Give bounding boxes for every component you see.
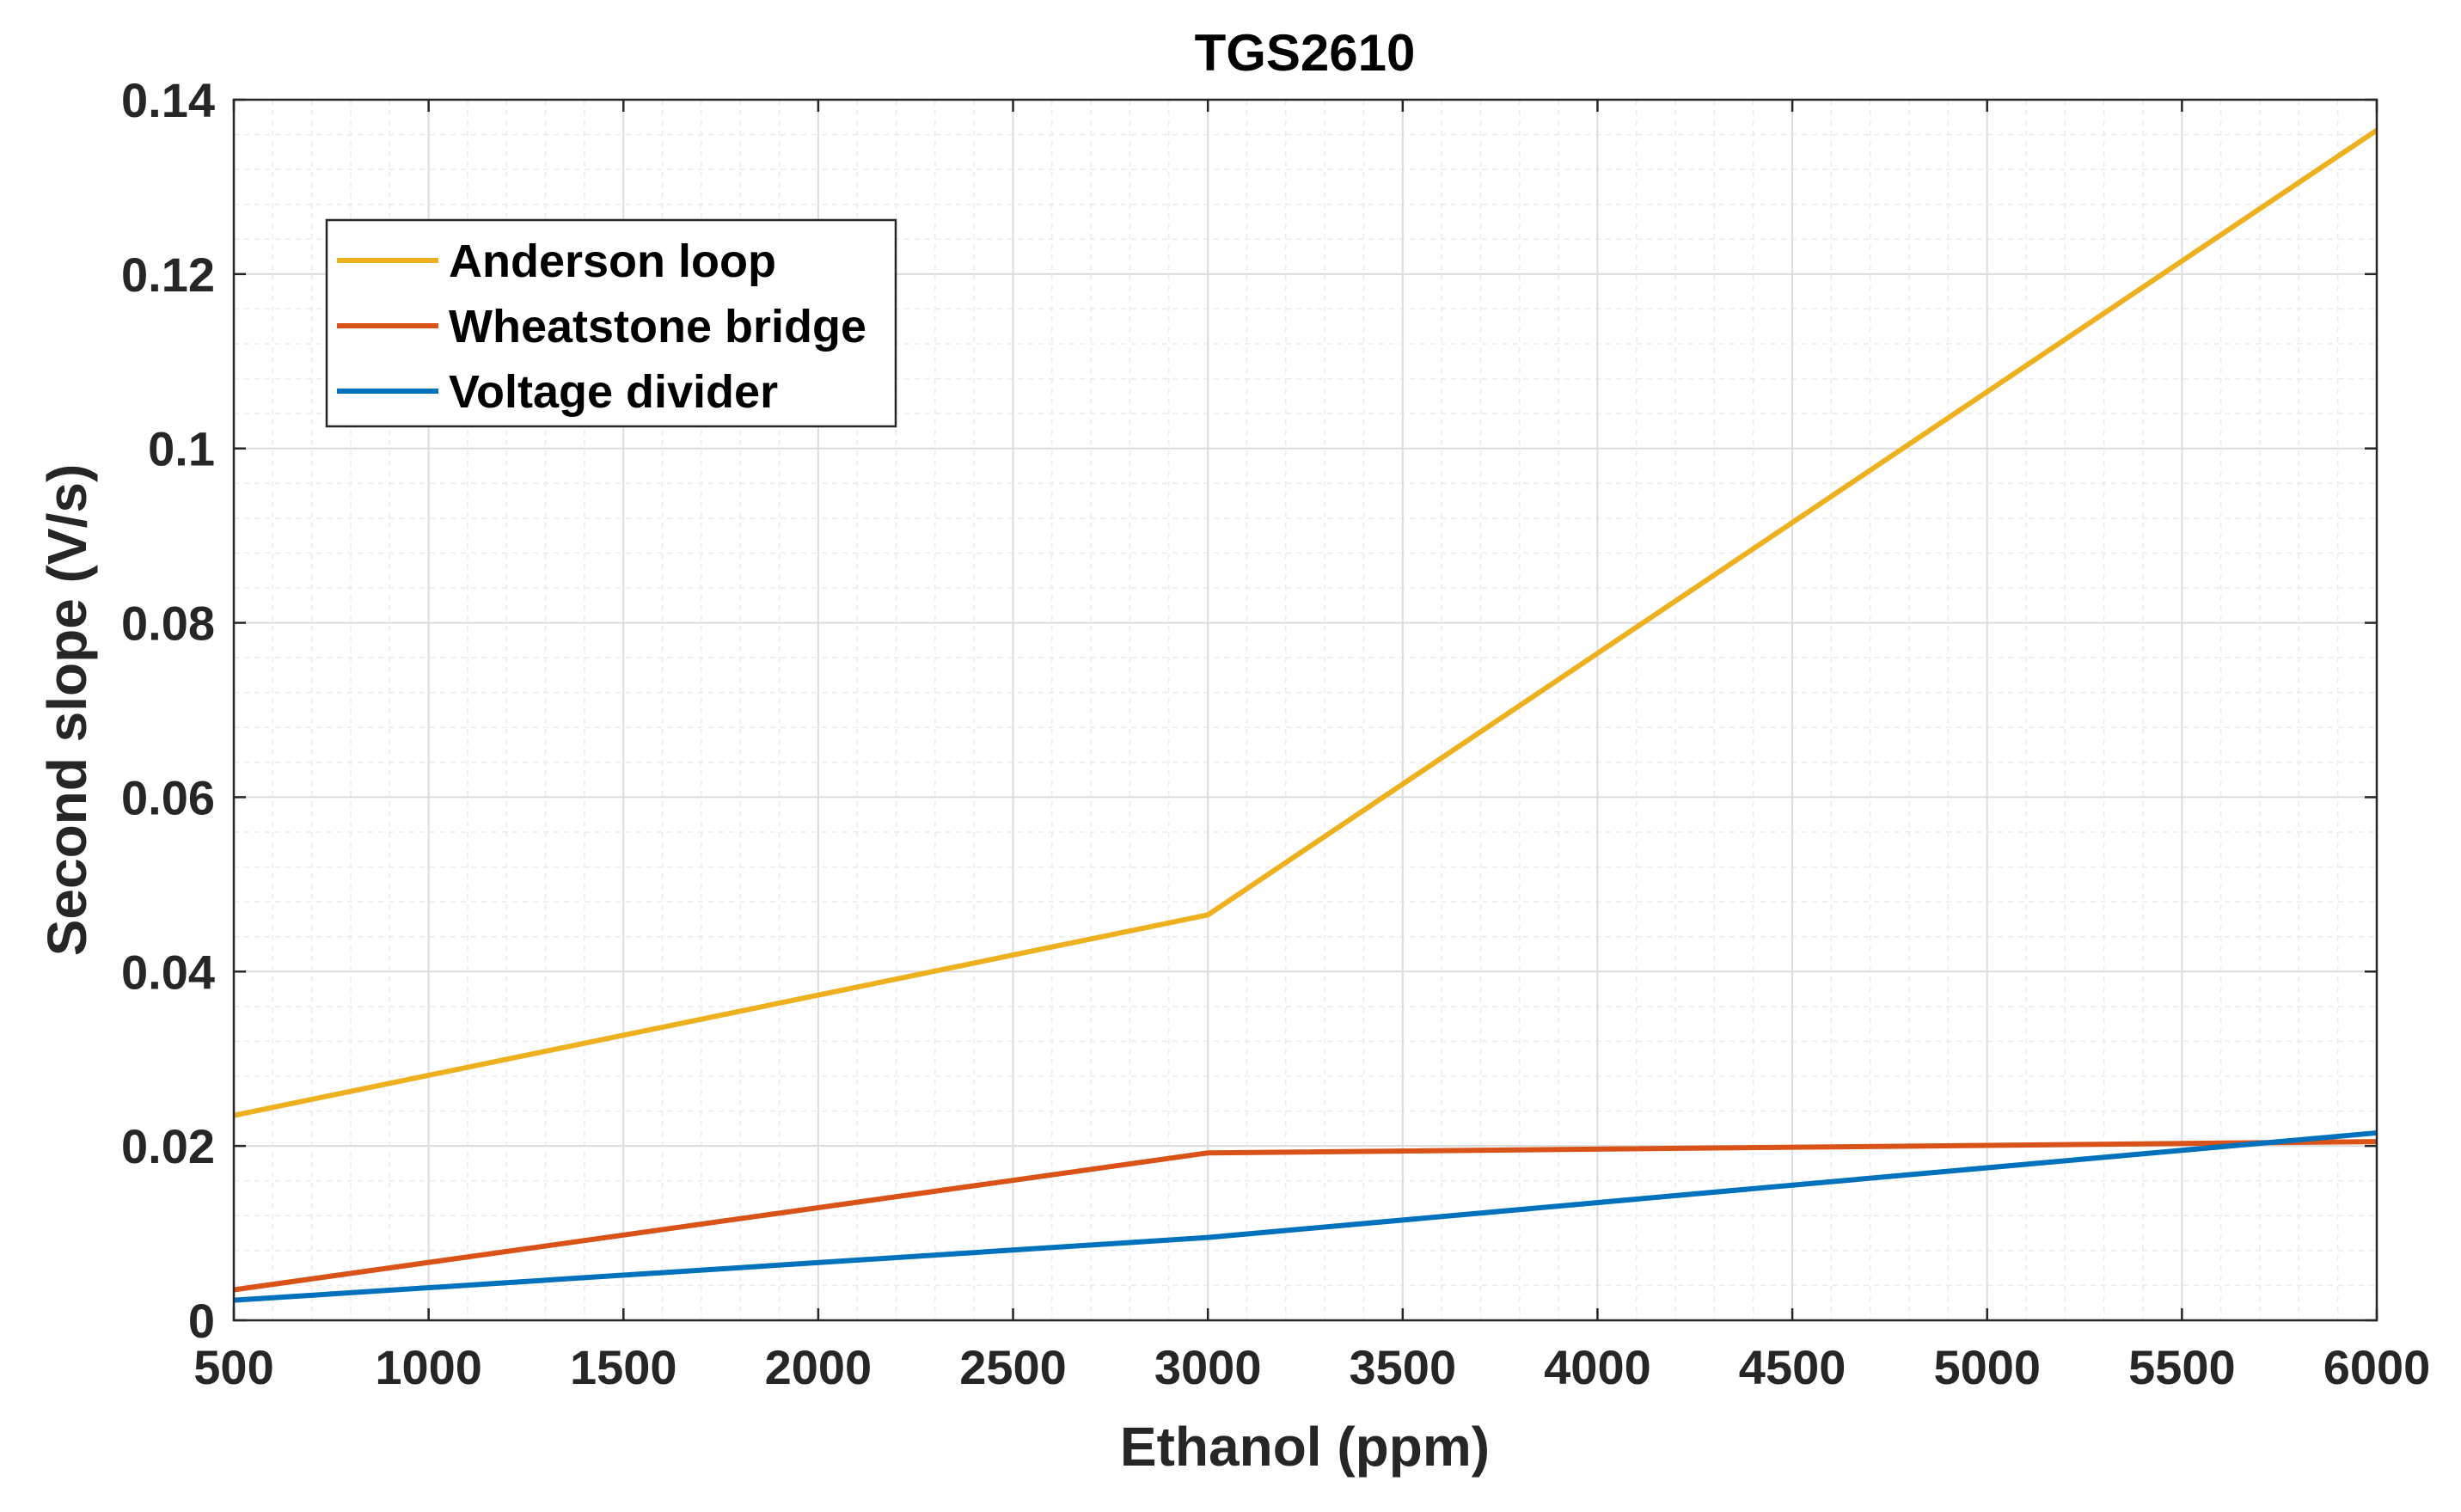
y-tick-label: 0.04	[121, 945, 215, 999]
x-tick-label: 5000	[1933, 1340, 2041, 1394]
y-axis-title: Second slope (V/s)	[36, 464, 98, 957]
x-tick-label: 4500	[1739, 1340, 1846, 1394]
x-tick-label: 3000	[1154, 1340, 1262, 1394]
x-tick-label: 3500	[1350, 1340, 1457, 1394]
y-tick-label: 0.12	[121, 248, 215, 302]
x-tick-labels: 500 1000 1500 2000 2500 3000 3500 4000 4500 5000 5…	[193, 1340, 2430, 1394]
series-line-wheatstone-bridge	[233, 1139, 2378, 1293]
x-tick-label: 6000	[2323, 1340, 2431, 1394]
minor-grid	[234, 100, 2377, 1320]
y-tick-label: 0.02	[121, 1119, 215, 1173]
x-tick-label: 5500	[2128, 1340, 2236, 1394]
series-line-anderson-loop	[233, 128, 2378, 1118]
y-tick-labels: 0 0.02 0.04 0.06 0.08 0.1 0.12 0.14	[121, 73, 215, 1348]
legend: Anderson loop Wheatstone bridge Voltage di…	[325, 218, 897, 428]
y-tick-label: 0	[188, 1294, 215, 1348]
series-layer	[233, 128, 2378, 1303]
x-tick-label: 1000	[375, 1340, 482, 1394]
legend-label-anderson-loop: Anderson loop	[449, 236, 776, 287]
legend-label-wheatstone-bridge: Wheatstone bridge	[449, 301, 866, 352]
x-tick-label: 2500	[959, 1340, 1067, 1394]
axes-layer	[232, 98, 2378, 1322]
y-tick-label: 0.1	[148, 422, 215, 476]
x-tick-label: 4000	[1544, 1340, 1651, 1394]
series-line-voltage-divider	[233, 1129, 2378, 1303]
y-tick-label: 0.06	[121, 770, 215, 824]
x-tick-label: 500	[193, 1340, 273, 1394]
x-axis-title: Ethanol (ppm)	[1120, 1416, 1490, 1478]
y-tick-label: 0.08	[121, 597, 215, 651]
x-tick-label: 1500	[570, 1340, 677, 1394]
x-tick-label: 2000	[765, 1340, 872, 1394]
chart-title: TGS2610	[1195, 24, 1416, 82]
legend-label-voltage-divider: Voltage divider	[449, 366, 778, 418]
axes-box	[232, 98, 2378, 1322]
y-tick-label: 0.14	[121, 73, 215, 127]
